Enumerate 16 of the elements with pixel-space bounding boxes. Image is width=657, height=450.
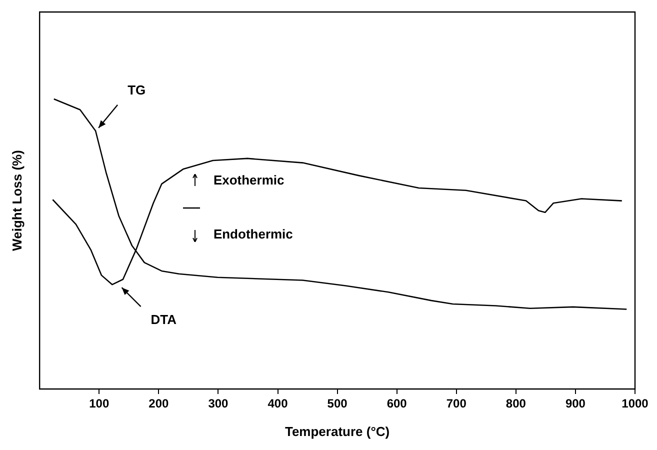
x-tick-label: 700 — [446, 396, 467, 411]
annotation: Endothermic — [213, 226, 293, 242]
x-tick-label: 400 — [268, 396, 288, 411]
x-tick-label: 100 — [89, 396, 110, 411]
x-tick-label: 500 — [327, 396, 348, 411]
x-tick-label: 200 — [148, 396, 170, 411]
x-tick-label: 300 — [208, 396, 229, 411]
x-tick-label: 1000 — [622, 396, 649, 411]
x-axis-title: Temperature (°C) — [284, 424, 390, 439]
annotation: TG — [128, 82, 146, 98]
annotation: Exothermic — [213, 172, 284, 188]
y-axis-title: Weight Loss (%) — [9, 150, 24, 251]
x-tick-label: 600 — [386, 396, 408, 411]
x-tick-label: 900 — [565, 396, 586, 411]
x-tick-label: 800 — [506, 396, 526, 411]
annotation: DTA — [150, 312, 178, 328]
